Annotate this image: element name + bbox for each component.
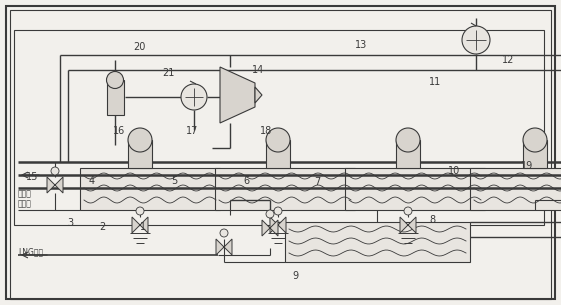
Circle shape [462,26,490,54]
Text: 19: 19 [521,161,534,171]
Polygon shape [262,220,278,236]
Bar [285,222,470,262]
Text: 17: 17 [186,126,199,136]
Text: 2: 2 [99,222,106,232]
Bar [470,168,561,210]
Bar [215,168,355,210]
Text: 5: 5 [171,177,177,186]
Circle shape [396,128,420,152]
Polygon shape [270,217,286,233]
Bar [107,80,124,115]
Polygon shape [47,177,63,193]
Polygon shape [216,239,232,255]
Text: 9: 9 [293,271,298,281]
Text: 13: 13 [355,40,367,50]
Circle shape [274,207,282,215]
Circle shape [523,128,547,152]
Polygon shape [132,217,148,233]
Circle shape [266,210,274,218]
Text: 天然气: 天然气 [18,199,32,209]
Text: LNG产品: LNG产品 [18,247,43,257]
Bar [345,168,485,210]
Text: 6: 6 [244,177,250,186]
Polygon shape [400,217,416,233]
Circle shape [128,128,152,152]
Circle shape [107,71,123,88]
Circle shape [181,84,207,110]
Circle shape [266,128,290,152]
Circle shape [51,167,59,175]
Circle shape [404,207,412,215]
Text: 1: 1 [140,222,146,232]
Bar [523,140,547,168]
Text: 16: 16 [113,126,126,136]
Text: 干净化: 干净化 [18,189,32,199]
Circle shape [220,229,228,237]
Text: 8: 8 [429,215,435,224]
Bar [14,30,544,225]
Text: 10: 10 [448,166,461,176]
Bar [80,168,220,210]
Text: 21: 21 [162,68,174,78]
Bar [128,140,152,168]
Text: 7: 7 [314,178,320,187]
Text: 3: 3 [67,218,73,228]
Text: 14: 14 [252,65,264,74]
Text: 12: 12 [502,56,514,65]
Bar [266,140,290,168]
Polygon shape [220,67,255,123]
Bar [396,140,420,168]
Text: 4: 4 [89,177,94,186]
Text: 11: 11 [429,77,441,87]
Text: 20: 20 [133,42,145,52]
Text: 18: 18 [260,126,273,136]
Circle shape [136,207,144,215]
Polygon shape [255,87,262,103]
Text: 15: 15 [26,172,39,182]
